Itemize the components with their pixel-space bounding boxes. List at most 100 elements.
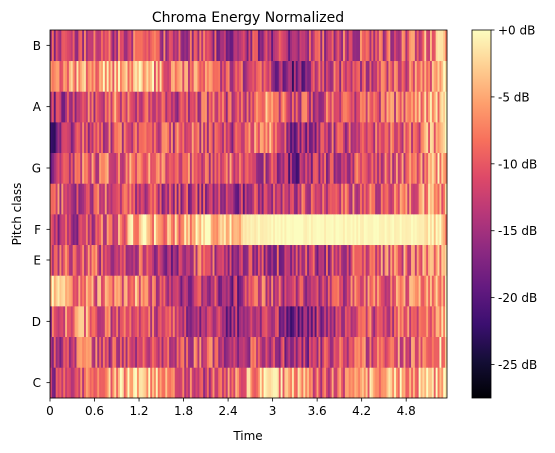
heatmap-cell [231, 152, 234, 184]
heatmap-cell [55, 244, 58, 276]
heatmap-cell [312, 306, 316, 338]
heatmap-cell [367, 306, 370, 338]
heatmap-cell [80, 214, 83, 246]
heatmap-cell [380, 367, 384, 399]
heatmap-cell [97, 214, 100, 246]
heatmap-cell [295, 336, 298, 368]
heatmap-cell [150, 60, 153, 92]
heatmap-cell [206, 306, 210, 338]
heatmap-cell [394, 91, 397, 123]
heatmap-cell [218, 91, 221, 123]
heatmap-cell [439, 367, 442, 399]
heatmap-cell [218, 306, 221, 338]
heatmap-cell [119, 214, 123, 246]
heatmap-cell [89, 306, 92, 338]
heatmap-cell [184, 60, 187, 92]
colorbar-tick-label: -10 dB [498, 157, 537, 171]
heatmap-cell [102, 91, 106, 123]
heatmap-cell [212, 60, 215, 92]
heatmap-cell [133, 275, 136, 307]
heatmap-cell [256, 60, 259, 92]
heatmap-cell [80, 60, 83, 92]
heatmap-cell [144, 367, 147, 399]
heatmap-cell [53, 367, 57, 399]
heatmap-cell [278, 367, 281, 399]
heatmap-cells [50, 30, 448, 399]
heatmap-cell [295, 214, 298, 246]
heatmap-cell [367, 152, 370, 184]
heatmap-cell [422, 367, 425, 399]
heatmap-cell [390, 183, 393, 215]
heatmap-cell [229, 336, 232, 368]
heatmap-cell [74, 30, 77, 62]
heatmap-cell [405, 244, 408, 276]
heatmap-cell [67, 306, 70, 338]
heatmap-cell [189, 275, 193, 307]
heatmap-cell [310, 60, 314, 92]
heatmap-cell [53, 214, 57, 246]
heatmap-cell [312, 367, 316, 399]
heatmap-cell [405, 183, 408, 215]
heatmap-cell [129, 91, 132, 123]
heatmap-cell [361, 183, 365, 215]
heatmap-cell [284, 122, 287, 154]
heatmap-cell [310, 214, 314, 246]
heatmap-cell [265, 91, 268, 123]
heatmap-cell [318, 91, 321, 123]
heatmap-cell [399, 91, 402, 123]
heatmap-cell [99, 214, 102, 246]
heatmap-cell [378, 30, 382, 62]
heatmap-cell [384, 244, 387, 276]
heatmap-cell [257, 91, 261, 123]
heatmap-cell [208, 30, 212, 62]
heatmap-cell [437, 91, 440, 123]
heatmap-cell [395, 336, 399, 368]
heatmap-cell [233, 275, 236, 307]
heatmap-cell [394, 244, 397, 276]
heatmap-cell [244, 183, 247, 215]
heatmap-cell [136, 214, 140, 246]
heatmap-cell [157, 183, 160, 215]
heatmap-cell [375, 152, 378, 184]
heatmap-cell [254, 214, 257, 246]
heatmap-cell [50, 91, 53, 123]
heatmap-cell [263, 122, 266, 154]
heatmap-cell [256, 367, 259, 399]
heatmap-cell [82, 336, 85, 368]
heatmap-cell [201, 244, 204, 276]
heatmap-cell [191, 306, 195, 338]
heatmap-cell [254, 244, 257, 276]
heatmap-cell [242, 306, 246, 338]
heatmap-cell [57, 367, 60, 399]
heatmap-cell [286, 122, 289, 154]
heatmap-cell [51, 152, 55, 184]
heatmap-cell [339, 306, 342, 338]
heatmap-cell [216, 122, 219, 154]
heatmap-cell [435, 336, 438, 368]
heatmap-cell [65, 306, 68, 338]
heatmap-cell [125, 214, 128, 246]
heatmap-cell [371, 183, 374, 215]
heatmap-cell [99, 306, 102, 338]
heatmap-cell [195, 306, 198, 338]
heatmap-cell [225, 30, 229, 62]
heatmap-cell [309, 91, 312, 123]
heatmap-cell [335, 244, 338, 276]
heatmap-cell [420, 336, 423, 368]
heatmap-cell [80, 336, 83, 368]
heatmap-cell [205, 30, 208, 62]
y-tick-label: C [33, 376, 41, 390]
heatmap-cell [53, 306, 57, 338]
heatmap-cell [331, 152, 334, 184]
heatmap-cell [167, 152, 170, 184]
heatmap-cell [184, 336, 187, 368]
heatmap-cell [291, 367, 295, 399]
heatmap-cell [133, 214, 136, 246]
heatmap-cell [337, 367, 340, 399]
heatmap-cell [297, 152, 300, 184]
heatmap-cell [82, 91, 85, 123]
heatmap-cell [50, 275, 53, 307]
heatmap-cell [163, 244, 166, 276]
heatmap-cell [316, 306, 319, 338]
heatmap-cell [85, 122, 89, 154]
